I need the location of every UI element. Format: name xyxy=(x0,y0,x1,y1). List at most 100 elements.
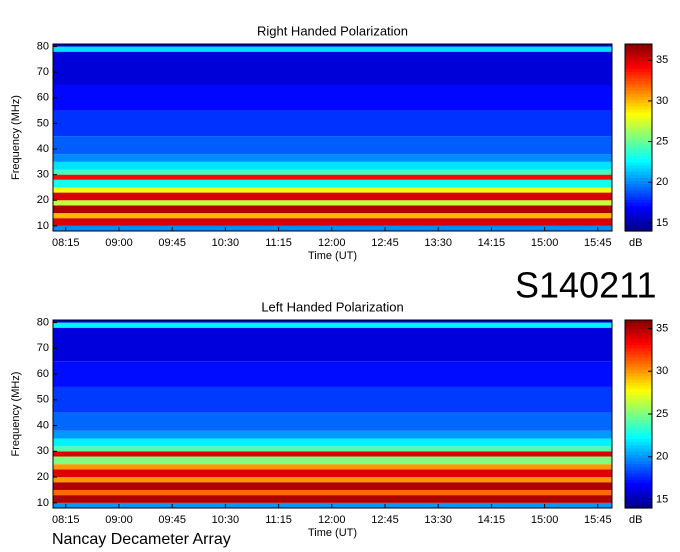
colorbar-step xyxy=(625,81,652,86)
colorbar-step xyxy=(625,50,652,54)
colorbar-step xyxy=(625,202,652,207)
y-tick-label: 50 xyxy=(37,117,49,129)
spectrum-band xyxy=(53,46,612,52)
y-axis-label: Frequency (MHz) xyxy=(10,95,22,180)
colorbar-step xyxy=(625,439,652,443)
colorbar-step xyxy=(625,78,652,82)
spectrum-band xyxy=(53,169,612,175)
colorbar-step xyxy=(625,128,652,132)
x-tick-label: 08:15 xyxy=(52,237,80,249)
colorbar-step xyxy=(625,467,652,471)
colorbar-step xyxy=(625,72,652,76)
colorbar-step xyxy=(625,332,652,337)
colorbar-step xyxy=(625,174,652,179)
colorbar-step xyxy=(625,479,652,484)
spectrum-band xyxy=(53,136,612,155)
x-tick-label: 12:00 xyxy=(318,514,346,526)
colorbar-step xyxy=(625,165,652,170)
y-tick-label: 80 xyxy=(37,316,49,328)
x-tick-label: 14:15 xyxy=(478,514,506,526)
y-tick-label: 30 xyxy=(37,445,49,457)
y-tick-label: 80 xyxy=(37,40,49,52)
colorbar-step xyxy=(625,423,652,428)
spectrum-band xyxy=(53,489,612,496)
colorbar-step xyxy=(625,395,652,399)
spectrum-band xyxy=(53,361,612,387)
x-tick-label: 09:00 xyxy=(105,514,133,526)
x-tick-label: 09:45 xyxy=(158,237,186,249)
colorbar-tick-label: 30 xyxy=(656,365,668,377)
colorbar-step xyxy=(625,392,652,396)
colorbar-step xyxy=(625,62,652,67)
colorbar-step xyxy=(625,489,652,493)
x-tick-label: 09:45 xyxy=(158,514,186,526)
colorbar-step xyxy=(625,457,652,462)
colorbar-step xyxy=(625,125,652,129)
x-tick-label: 13:30 xyxy=(424,237,452,249)
y-tick-label: 60 xyxy=(37,368,49,380)
colorbar-step xyxy=(625,345,652,349)
spectrum-band xyxy=(53,327,612,362)
plot-frame xyxy=(52,319,613,509)
x-tick-label: 11:15 xyxy=(265,237,292,249)
colorbar-step xyxy=(625,59,652,64)
colorbar-step xyxy=(625,115,652,120)
spectrum-band xyxy=(53,322,612,328)
x-tick-label: 08:15 xyxy=(52,514,80,526)
colorbar-step xyxy=(625,379,652,384)
colorbar-step xyxy=(625,464,652,468)
x-tick-label: 14:15 xyxy=(478,237,506,249)
spectrum-band xyxy=(53,412,612,431)
spectrum-band xyxy=(53,430,612,439)
colorbar-step xyxy=(625,476,652,481)
colorbar-step xyxy=(625,84,652,89)
colorbar-step xyxy=(625,445,652,450)
colorbar-label: dB xyxy=(629,514,642,526)
colorbar-step xyxy=(625,451,652,456)
colorbar-step xyxy=(625,140,652,145)
colorbar-step xyxy=(625,227,652,232)
colorbar-tick-label: 35 xyxy=(656,322,668,334)
colorbar-step xyxy=(625,103,652,107)
colorbar-step xyxy=(625,501,652,506)
colorbar-step xyxy=(625,486,652,490)
y-tick-label: 70 xyxy=(37,342,49,354)
colorbar-tick-label: 20 xyxy=(656,176,668,188)
y-tick-label: 10 xyxy=(37,220,49,232)
colorbar-step xyxy=(625,351,652,356)
spectrum-band xyxy=(53,44,612,47)
x-tick-label: 15:00 xyxy=(531,237,559,249)
colorbar-step xyxy=(625,473,652,478)
spectrum-band xyxy=(53,495,612,503)
colorbar-step xyxy=(625,442,652,446)
colorbar-step xyxy=(625,335,652,340)
colorbar-step xyxy=(625,454,652,459)
colorbar-step xyxy=(625,190,652,195)
colorbar-step xyxy=(625,206,652,210)
colorbar-step xyxy=(625,432,652,437)
colorbar-step xyxy=(625,435,652,440)
spectrum-band xyxy=(53,179,612,188)
spectrum-band xyxy=(53,205,612,214)
colorbar-step xyxy=(625,329,652,334)
spectrum-band xyxy=(53,456,612,465)
colorbar-step xyxy=(625,118,652,123)
colorbar-step xyxy=(625,357,652,362)
colorbar-frame xyxy=(624,43,653,232)
colorbar-step xyxy=(625,388,652,393)
colorbar-step xyxy=(625,196,652,201)
colorbar-tick-label: 25 xyxy=(656,408,668,420)
x-tick-label: 11:15 xyxy=(265,514,292,526)
spectrum-band xyxy=(53,187,612,193)
colorbar-step xyxy=(625,212,652,217)
colorbar-step xyxy=(625,146,652,151)
colorbar-step xyxy=(625,461,652,465)
colorbar-step xyxy=(625,323,652,327)
spectrum-band xyxy=(53,438,612,447)
colorbar-step xyxy=(625,178,652,182)
spectrum-band xyxy=(53,320,612,323)
colorbar-step xyxy=(625,382,652,387)
y-tick-label: 30 xyxy=(37,169,49,181)
colorbar-tick-label: 15 xyxy=(656,493,668,505)
y-tick-label: 70 xyxy=(37,66,49,78)
